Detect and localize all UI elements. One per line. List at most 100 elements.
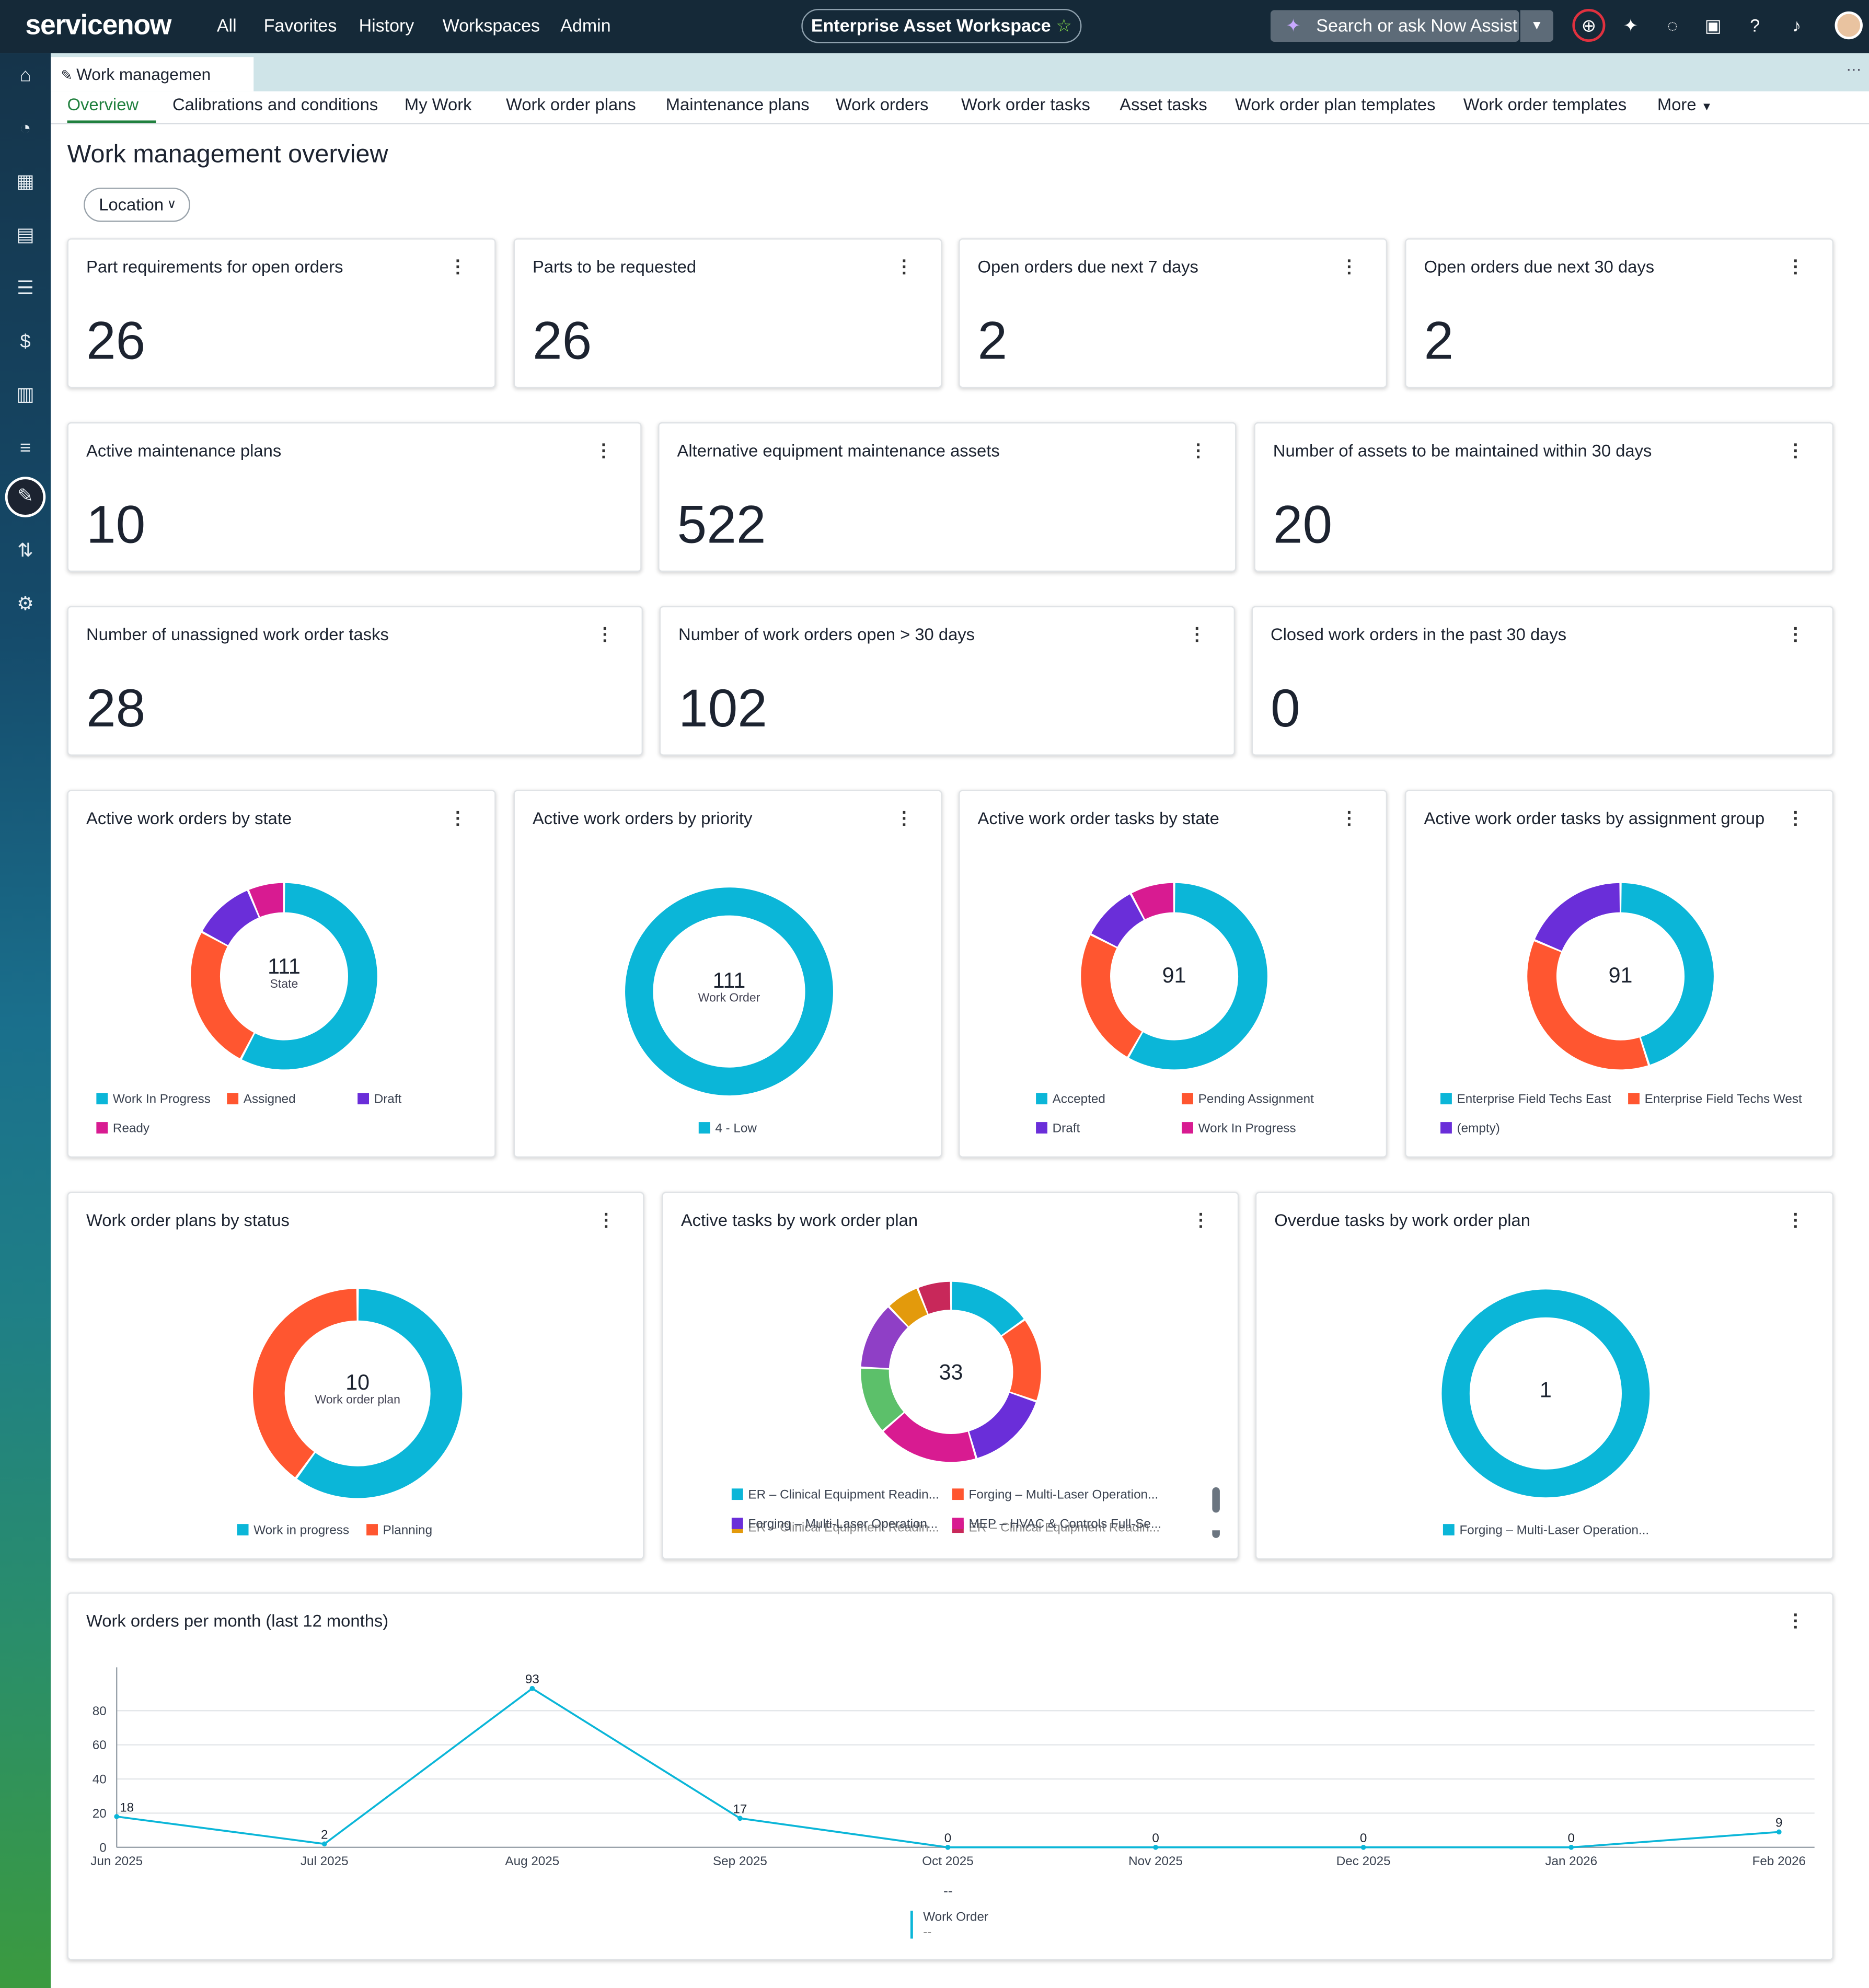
chat-icon[interactable]: ◌ [1667, 15, 1678, 36]
legend-item[interactable]: (empty) [1440, 1122, 1500, 1136]
donut-chart[interactable] [856, 1277, 1046, 1467]
kebab-menu-icon[interactable]: ⋮ [895, 256, 913, 276]
tab-asset-tasks[interactable]: Asset tasks [1120, 95, 1207, 114]
sliders-icon[interactable]: ☰ [17, 278, 34, 299]
user-avatar[interactable] [1835, 11, 1863, 40]
data-point[interactable] [114, 1814, 120, 1819]
data-point[interactable] [1153, 1844, 1158, 1850]
nav-history[interactable]: History [359, 15, 414, 36]
donut-slice[interactable] [297, 1289, 463, 1498]
kebab-menu-icon[interactable]: ⋮ [1192, 1209, 1210, 1230]
invoice-icon[interactable]: $ [20, 331, 31, 353]
donut-chart[interactable] [1438, 1286, 1653, 1501]
donut-slice[interactable] [1091, 894, 1145, 947]
donut-slice[interactable] [951, 1281, 1024, 1336]
donut-slice[interactable] [241, 883, 377, 1070]
favorite-star-icon[interactable]: ☆ [1056, 15, 1072, 36]
legend-item[interactable]: Planning [366, 1524, 432, 1538]
book-icon[interactable]: ▥ [16, 384, 34, 406]
series-line-work-order[interactable] [116, 1687, 1779, 1848]
donut-slice[interactable] [1001, 1320, 1041, 1401]
legend-item[interactable]: ER – Clinical Equipment Readin... [731, 1488, 939, 1502]
kpi-card[interactable]: Alternative equipment maintenance assets… [658, 422, 1237, 572]
donut-slice[interactable] [883, 1413, 976, 1462]
kebab-menu-icon[interactable]: ⋮ [1786, 256, 1805, 276]
donut-slice[interactable] [861, 1307, 908, 1369]
kpi-card[interactable]: Number of assets to be maintained within… [1254, 422, 1834, 572]
list-icon[interactable]: ≡ [19, 437, 31, 459]
tab-maintenance-plans[interactable]: Maintenance plans [665, 95, 810, 114]
donut-chart[interactable] [250, 1286, 465, 1501]
donut-slice[interactable] [625, 887, 833, 1096]
legend-item[interactable]: Enterprise Field Techs East [1440, 1093, 1611, 1107]
data-point[interactable] [321, 1841, 327, 1847]
legend-item[interactable]: MEP – HVAC & Controls Full-Se... [952, 1518, 1161, 1532]
search-dropdown-chevron-icon[interactable]: ▼ [1519, 10, 1553, 42]
legend-item[interactable]: Pending Assignment [1182, 1093, 1314, 1107]
donut-slice[interactable] [861, 1368, 904, 1430]
legend-item[interactable]: Work In Progress [96, 1093, 211, 1107]
kpi-card[interactable]: Number of work orders open > 30 days ⋮ 1… [659, 606, 1236, 756]
tab-my-work[interactable]: My Work [404, 95, 472, 114]
nav-all[interactable]: All [216, 15, 237, 36]
kebab-menu-icon[interactable]: ⋮ [448, 807, 467, 828]
kpi-card[interactable]: Active maintenance plans ⋮ 10 [67, 422, 642, 572]
kpi-card[interactable]: Number of unassigned work order tasks ⋮ … [67, 606, 643, 756]
kebab-menu-icon[interactable]: ⋮ [895, 807, 913, 828]
tab-work-order-plans[interactable]: Work order plans [506, 95, 636, 114]
screen-search-icon[interactable]: ▣ [1704, 15, 1722, 36]
kebab-menu-icon[interactable]: ⋮ [1786, 1610, 1805, 1631]
data-point[interactable] [737, 1816, 743, 1821]
tab-more[interactable]: More ▼ [1657, 95, 1712, 114]
kebab-menu-icon[interactable]: ⋮ [1188, 623, 1206, 644]
kebab-menu-icon[interactable]: ⋮ [1786, 440, 1805, 460]
data-point[interactable] [945, 1844, 951, 1850]
nav-admin[interactable]: Admin [560, 15, 611, 36]
kebab-menu-icon[interactable]: ⋮ [1189, 440, 1207, 460]
donut-slice[interactable] [1441, 1289, 1650, 1498]
donut-slice[interactable] [202, 891, 259, 946]
legend-scrollbar[interactable] [1212, 1487, 1220, 1513]
legend-item[interactable]: 4 - Low [698, 1122, 757, 1136]
kebab-menu-icon[interactable]: ⋮ [597, 1209, 615, 1230]
donut-slice[interactable] [1129, 883, 1267, 1070]
legend-scrollbar-arrow[interactable] [1212, 1530, 1220, 1538]
donut-slice[interactable] [890, 1288, 928, 1327]
legend-item[interactable]: Work in progress [237, 1524, 349, 1538]
kebab-menu-icon[interactable]: ⋮ [448, 256, 467, 276]
kpi-card[interactable]: Open orders due next 30 days ⋮ 2 [1405, 238, 1834, 388]
transfer-arrows-icon[interactable]: ⇅ [17, 540, 33, 562]
tab-strip-more-icon[interactable]: ⋯ [1846, 61, 1862, 79]
kebab-menu-icon[interactable]: ⋮ [1786, 807, 1805, 828]
kpi-card[interactable]: Part requirements for open orders ⋮ 26 [67, 238, 496, 388]
globe-icon[interactable]: ⊕ [1572, 8, 1606, 42]
legend-item[interactable]: Forging – Multi-Laser Operation... [731, 1518, 938, 1532]
legend-item[interactable]: Work In Progress [1182, 1122, 1296, 1136]
location-filter-button[interactable]: Location ∨ [84, 188, 190, 222]
wrench-icon[interactable]: ✎ [5, 477, 46, 517]
clipboard-icon[interactable]: ▤ [16, 224, 34, 246]
donut-chart[interactable] [1526, 881, 1716, 1071]
donut-slice[interactable] [1535, 883, 1620, 952]
tab-work-order-plan-templates[interactable]: Work order plan templates [1235, 95, 1436, 114]
data-point[interactable] [529, 1685, 535, 1691]
kebab-menu-icon[interactable]: ⋮ [1340, 807, 1358, 828]
help-icon[interactable]: ? [1750, 15, 1760, 36]
kebab-menu-icon[interactable]: ⋮ [1340, 256, 1358, 276]
kebab-menu-icon[interactable]: ⋮ [596, 623, 614, 644]
search-input[interactable]: ✦ Search or ask Now Assist [1270, 10, 1519, 42]
nav-workspaces[interactable]: Workspaces [442, 15, 540, 36]
donut-chart[interactable] [621, 884, 837, 1099]
legend-item[interactable]: Forging – Multi-Laser Operation... [1443, 1524, 1649, 1538]
servicenow-logo[interactable]: servicenow [25, 8, 172, 41]
kpi-card[interactable]: Closed work orders in the past 30 days ⋮… [1251, 606, 1834, 756]
legend-item[interactable]: Ready [96, 1122, 149, 1136]
legend-item-overflow[interactable]: ER – Clinical Equipment Readin... [952, 1521, 1160, 1536]
kebab-menu-icon[interactable]: ⋮ [1786, 1209, 1805, 1230]
data-point[interactable] [1776, 1829, 1782, 1835]
tab-work-order-templates[interactable]: Work order templates [1463, 95, 1627, 114]
legend-item[interactable]: Draft [1036, 1122, 1080, 1136]
donut-slice[interactable] [249, 883, 284, 917]
building-icon[interactable]: ▦ [16, 171, 34, 193]
workspace-pill[interactable]: Enterprise Asset Workspace ☆ [801, 8, 1082, 43]
